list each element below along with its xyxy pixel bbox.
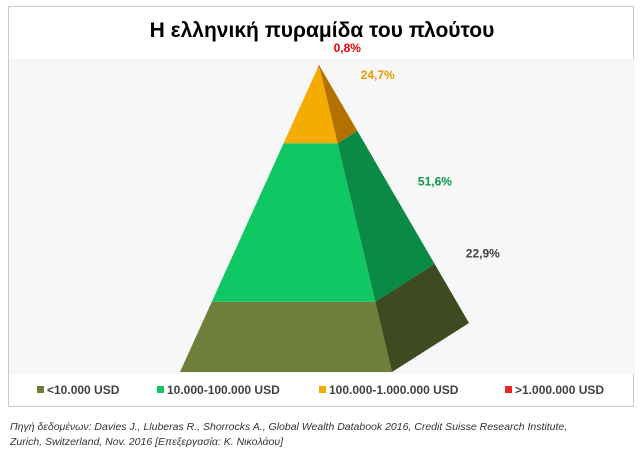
legend-label-2: 100.000-1.000.000 USD bbox=[329, 383, 459, 397]
legend-label-1: 10.000-100.000 USD bbox=[167, 383, 280, 397]
chart-frame: Η ελληνική πυραμίδα του πλούτου 22,9% 51,… bbox=[8, 6, 635, 407]
pyramid-side-segment-1 bbox=[337, 130, 435, 302]
legend-label-0: <10.000 USD bbox=[47, 383, 120, 397]
pyramid-side-segment-0 bbox=[375, 263, 469, 372]
legend-swatch-1 bbox=[157, 386, 164, 393]
pyramid-side-segment-2 bbox=[319, 67, 358, 144]
pyramid-front-segment-2 bbox=[283, 67, 338, 144]
chart-title: Η ελληνική πυραμίδα του πλούτου bbox=[149, 19, 495, 42]
legend-swatch-0 bbox=[37, 386, 44, 393]
data-label-0: 22,9% bbox=[466, 247, 500, 261]
pyramid-front-segment-3 bbox=[317, 65, 320, 68]
legend-label-3: >1.000.000 USD bbox=[515, 383, 604, 397]
source-line-1: Πηγή δεδομένων: Davies J., Lluberas R., … bbox=[10, 421, 568, 433]
legend-swatch-2 bbox=[319, 386, 326, 393]
data-label-3: 0,8% bbox=[334, 41, 362, 55]
data-label-2: 24,7% bbox=[361, 68, 395, 82]
pyramid-front-segment-0 bbox=[180, 301, 392, 372]
source-note: Πηγή δεδομένων: Davies J., Lluberas R., … bbox=[10, 420, 630, 450]
legend-swatch-3 bbox=[505, 386, 512, 393]
pyramid-front-segment-1 bbox=[211, 143, 376, 302]
pyramid-side-segment-3 bbox=[319, 65, 321, 68]
source-line-2: Zurich, Switzerland, Nov. 2016 [Επεξεργα… bbox=[10, 436, 283, 448]
pyramid-chart: 22,9% 51,6% 24,7% 0,8% <10.000 USD 10.000-10… bbox=[9, 41, 635, 397]
data-label-1: 51,6% bbox=[418, 174, 452, 188]
